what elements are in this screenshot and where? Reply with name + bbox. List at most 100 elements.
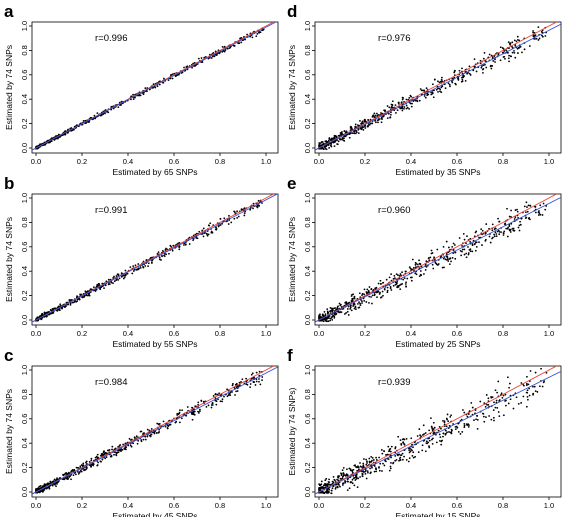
data-point	[406, 106, 409, 109]
data-point	[183, 66, 185, 69]
data-point	[390, 111, 392, 114]
data-point	[381, 290, 384, 293]
data-point	[102, 453, 105, 456]
data-point	[375, 121, 377, 124]
data-point	[105, 280, 108, 283]
data-point	[509, 398, 512, 401]
data-point	[117, 279, 120, 281]
data-point	[506, 235, 509, 238]
data-point	[88, 120, 91, 123]
data-point	[383, 109, 385, 112]
data-point	[255, 371, 258, 374]
data-point	[45, 487, 48, 490]
data-point	[349, 481, 352, 483]
data-point	[380, 112, 382, 114]
data-point	[408, 457, 411, 460]
data-point	[485, 394, 488, 396]
data-point	[364, 120, 367, 123]
data-point	[347, 477, 349, 480]
data-point	[482, 71, 484, 74]
data-point	[201, 61, 204, 64]
data-point	[117, 106, 120, 108]
data-point	[534, 390, 537, 393]
data-point	[491, 396, 494, 399]
data-point	[163, 77, 165, 80]
data-point	[202, 227, 205, 230]
data-point	[219, 218, 222, 220]
data-point	[467, 252, 470, 254]
data-point	[366, 460, 368, 463]
data-point	[154, 86, 157, 89]
data-point	[249, 383, 252, 385]
data-point	[404, 283, 407, 285]
data-point	[497, 229, 500, 232]
data-point	[466, 235, 468, 238]
data-point	[419, 270, 422, 272]
data-point	[396, 109, 399, 112]
data-point	[431, 92, 434, 95]
data-point	[505, 227, 508, 230]
data-point	[390, 289, 393, 291]
data-point	[461, 248, 464, 251]
data-point	[475, 230, 478, 233]
data-point	[485, 223, 488, 225]
data-point	[396, 453, 399, 456]
data-point	[398, 284, 401, 287]
data-point	[96, 453, 99, 456]
data-point	[409, 267, 412, 270]
data-point	[532, 31, 535, 34]
data-point	[506, 207, 508, 210]
data-point	[449, 257, 452, 260]
data-point	[428, 259, 431, 262]
data-point	[369, 472, 372, 475]
data-point	[261, 376, 264, 378]
data-point	[505, 49, 508, 52]
data-point	[399, 273, 402, 275]
x-tick-label: 0.2	[77, 329, 87, 338]
data-point	[79, 469, 82, 472]
data-point	[340, 311, 343, 314]
data-point	[371, 302, 373, 305]
data-point	[79, 293, 81, 296]
data-point	[414, 455, 417, 458]
data-point	[349, 308, 352, 310]
data-point	[525, 405, 528, 408]
data-point	[449, 415, 452, 418]
data-point	[463, 424, 466, 427]
data-point	[363, 293, 366, 296]
data-point	[327, 483, 330, 486]
data-point	[481, 229, 484, 232]
data-point	[462, 76, 464, 78]
data-point	[438, 87, 440, 90]
data-point	[93, 114, 96, 117]
data-point	[132, 270, 135, 272]
data-point	[446, 431, 448, 434]
data-point	[349, 468, 352, 471]
x-axis-title: Estimated by 45 SNPs	[112, 511, 197, 517]
data-point	[326, 317, 329, 320]
data-point	[180, 417, 183, 420]
data-point	[492, 409, 495, 412]
data-point	[158, 258, 161, 261]
data-point	[497, 411, 500, 413]
data-point	[249, 208, 251, 211]
data-point	[494, 231, 497, 234]
correlation-label: r=0.960	[378, 205, 411, 216]
data-point	[364, 127, 367, 129]
data-point	[497, 380, 500, 383]
data-point	[130, 439, 132, 441]
data-point	[420, 435, 422, 438]
panel-letter: e	[287, 174, 296, 193]
data-point	[435, 263, 438, 266]
data-point	[51, 484, 54, 487]
data-point	[102, 450, 105, 453]
y-tick-label: 0.6	[20, 70, 29, 80]
data-point	[433, 256, 436, 259]
data-point	[346, 310, 349, 313]
data-point	[426, 442, 429, 445]
data-point	[387, 445, 390, 448]
data-point	[433, 78, 436, 81]
x-tick-label: 0.4	[123, 329, 133, 338]
data-point	[405, 281, 407, 284]
data-point	[402, 97, 405, 99]
